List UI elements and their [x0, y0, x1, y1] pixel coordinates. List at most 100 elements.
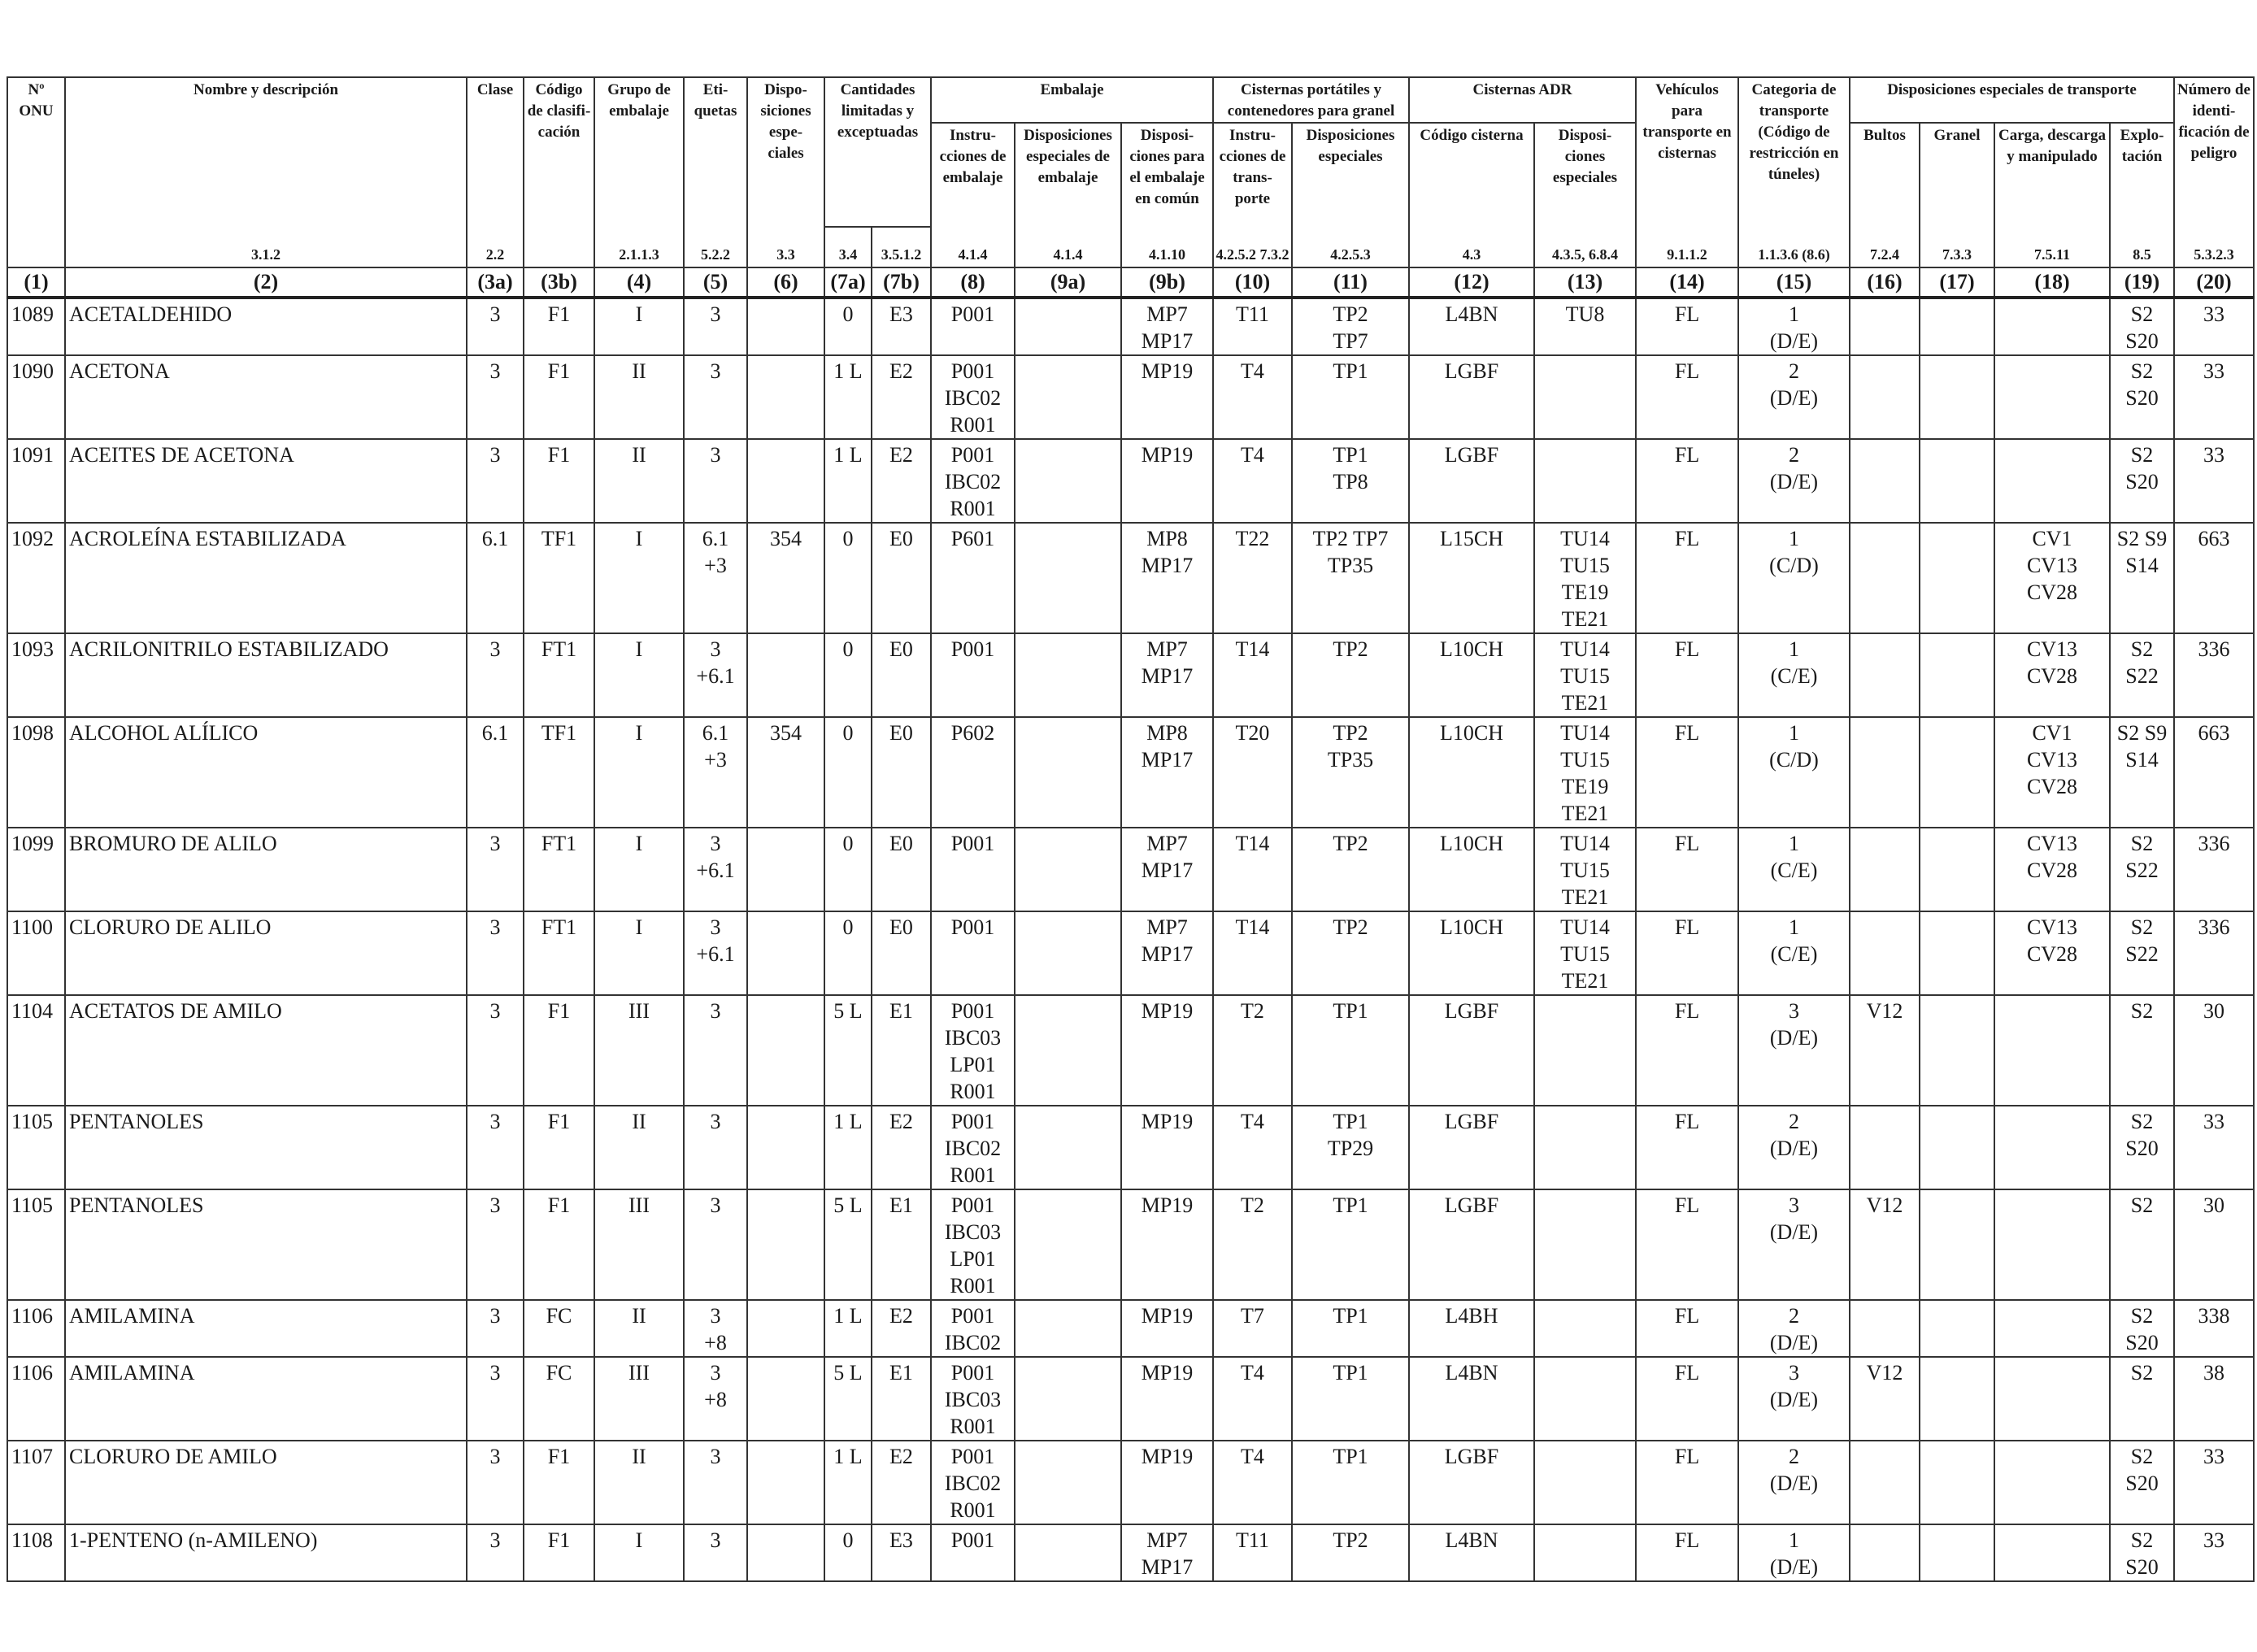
ref-c9b: 4.1.10 [1120, 227, 1214, 267]
table-cell: TF1 [523, 716, 595, 828]
table-cell: L10CH [1408, 827, 1535, 912]
table-row: 1108 1-PENTENO (n-AMILENO) 3 F1 I 3 0 E3 P001 MP7… [7, 1524, 2255, 1582]
table-cell: I [594, 911, 685, 996]
table-cell: 0 [824, 827, 872, 912]
un-number-cell: 1107 [7, 1440, 66, 1525]
table-cell: 5 L [824, 1189, 872, 1301]
table-cell: FT1 [523, 633, 595, 718]
table-cell: III [594, 1189, 685, 1301]
table-cell [1994, 297, 2111, 356]
table-cell [1849, 354, 1920, 440]
table-cell: T22 [1212, 522, 1293, 634]
un-number-cell: 1089 [7, 297, 66, 356]
table-cell: 3 [683, 1440, 748, 1525]
table-cell: V12 [1849, 1189, 1920, 1301]
table-cell: LGBF [1408, 1105, 1535, 1190]
table-cell: TU8 [1533, 297, 1637, 356]
table-row: 1106 AMILAMINA 3 FC III 3 +8 5 L E1 P001 IBC03 R001… [7, 1356, 2255, 1441]
table-cell: S2 S20 [2109, 354, 2175, 440]
table-cell: 3 +6.1 [683, 827, 748, 912]
table-row: 1090 ACETONA 3 F1 II 3 1 L E2 P001 IBC02 R001 MP19 T… [7, 354, 2255, 440]
un-number-cell: 1098 [7, 716, 66, 828]
table-cell [1533, 1299, 1637, 1358]
table-cell: L10CH [1408, 633, 1535, 718]
table-cell: P001 [930, 827, 1015, 912]
table-cell: T4 [1212, 1105, 1293, 1190]
table-cell: III [594, 1356, 685, 1441]
table-row: 1091 ACEITES DE ACETONA 3 F1 II 3 1 L E2 P001 IBC… [7, 438, 2255, 524]
un-number-cell: 1105 [7, 1189, 66, 1301]
table-cell [1533, 354, 1637, 440]
table-cell: E2 [871, 1440, 932, 1525]
table-cell: 3 [683, 1189, 748, 1301]
column-number: (15) [1737, 267, 1850, 298]
table-cell: 3 [683, 438, 748, 524]
table-cell: 3 [466, 994, 524, 1106]
ref-c8: 4.1.4 [930, 227, 1015, 267]
table-cell [1849, 716, 1920, 828]
table-cell: E2 [871, 1105, 932, 1190]
table-cell: 3 [466, 297, 524, 356]
un-number-cell: 1093 [7, 633, 66, 718]
table-cell [746, 297, 825, 356]
table-cell: 3 [466, 911, 524, 996]
table-cell: TP2 [1291, 827, 1410, 912]
table-cell [1919, 633, 1995, 718]
table-cell: 6.1 +3 [683, 716, 748, 828]
table-cell: II [594, 438, 685, 524]
table-cell [1849, 911, 1920, 996]
table-cell: T11 [1212, 1524, 1293, 1582]
table-row: 1105 PENTANOLES 3 F1 III 3 5 L E1 P001 IBC03 LP01 R… [7, 1189, 2255, 1301]
table-cell [1014, 522, 1122, 634]
header-classification-code: Código de clasifi- cación [523, 76, 595, 227]
table-cell: L10CH [1408, 911, 1535, 996]
table-cell: T4 [1212, 1440, 1293, 1525]
table-cell: P001 [930, 633, 1015, 718]
table-cell [1994, 1189, 2111, 1301]
table-cell: FL [1635, 297, 1739, 356]
table-cell: 5 L [824, 994, 872, 1106]
table-cell: MP19 [1120, 994, 1214, 1106]
table-cell: 38 [2173, 1356, 2255, 1441]
table-cell [1014, 1299, 1122, 1358]
header-bulk: Granel [1919, 123, 1995, 227]
table-cell: I [594, 297, 685, 356]
name-cell: ACETATOS DE AMILO [64, 994, 467, 1106]
table-cell: P001 IBC02 [930, 1299, 1015, 1358]
table-cell: I [594, 522, 685, 634]
table-cell: FT1 [523, 827, 595, 912]
table-cell: T14 [1212, 911, 1293, 996]
table-cell [1533, 1105, 1637, 1190]
table-cell: MP7 MP17 [1120, 1524, 1214, 1582]
table-cell: 336 [2173, 911, 2255, 996]
table-cell: 0 [824, 522, 872, 634]
table-cell [1533, 1189, 1637, 1301]
table-cell: S2 S20 [2109, 438, 2175, 524]
table-cell: 3 [466, 827, 524, 912]
name-cell: ACETALDEHIDO [64, 297, 467, 356]
table-cell: TU14 TU15 TE19 TE21 [1533, 716, 1637, 828]
table-cell: 3 [466, 1356, 524, 1441]
table-cell: L4BN [1408, 1356, 1535, 1441]
ref-c16: 7.2.4 [1849, 227, 1920, 267]
table-cell [1919, 438, 1995, 524]
table-cell [1014, 1440, 1122, 1525]
table-cell: T20 [1212, 716, 1293, 828]
column-number: (10) [1212, 267, 1293, 298]
table-cell: T4 [1212, 354, 1293, 440]
header-transport-instructions: Instru- cciones de trans- porte [1212, 123, 1293, 227]
table-cell: E2 [871, 438, 932, 524]
table-cell: FL [1635, 522, 1739, 634]
header-tank-code: Código cisterna [1408, 123, 1535, 227]
table-cell: MP7 MP17 [1120, 297, 1214, 356]
ref-c9a: 4.1.4 [1014, 227, 1122, 267]
header-un-number: Nº ONU [7, 76, 66, 227]
table-cell: TU14 TU15 TE21 [1533, 633, 1637, 718]
ref-c20: 5.3.2.3 [2173, 227, 2255, 267]
table-cell: 33 [2173, 438, 2255, 524]
table-cell: S2 [2109, 1356, 2175, 1441]
table-cell: T7 [1212, 1299, 1293, 1358]
table-cell: II [594, 1299, 685, 1358]
header-packaging-group: Embalaje [930, 76, 1214, 124]
table-cell [1994, 1356, 2111, 1441]
